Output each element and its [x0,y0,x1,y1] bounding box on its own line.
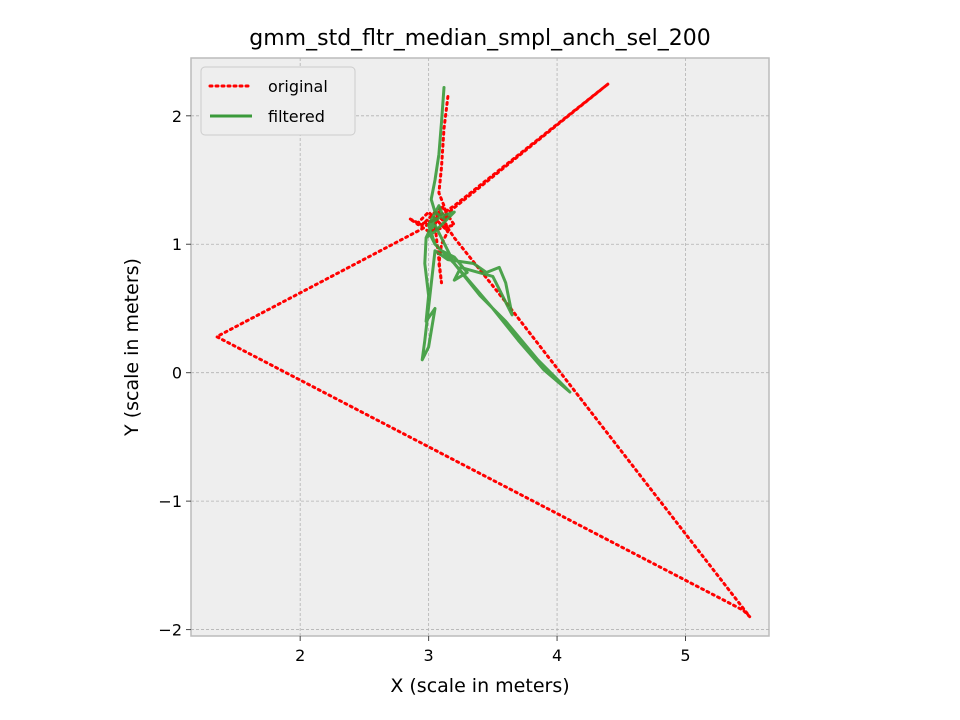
y-tick-label: 0 [172,364,182,383]
plot-area [190,57,770,637]
legend-label-original: original [268,77,328,96]
chart-title: gmm_std_fltr_median_smpl_anch_sel_200 [249,26,710,51]
x-tick-label: 2 [295,646,305,665]
y-axis-label: Y (scale in meters) [121,258,143,437]
y-axis-ticks: −2 −1 0 1 2 [158,107,191,640]
x-axis-label: X (scale in meters) [390,675,569,697]
legend-box [200,66,356,136]
x-tick-label: 3 [424,646,434,665]
series-line-filtered [420,86,572,394]
legend-label-filtered: filtered [268,107,325,126]
series-group [215,82,752,619]
y-tick-label: 2 [172,107,182,126]
legend: original filtered [200,66,356,136]
x-tick-label: 5 [680,646,690,665]
x-tick-label: 4 [552,646,562,665]
y-tick-label: −1 [158,492,182,511]
y-tick-label: 1 [172,235,182,254]
y-tick-label: −2 [158,621,182,640]
x-axis-ticks: 2 3 4 5 [295,636,691,665]
